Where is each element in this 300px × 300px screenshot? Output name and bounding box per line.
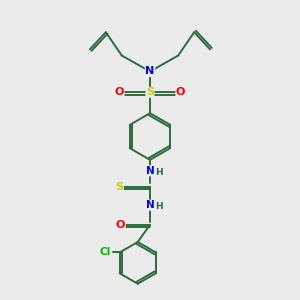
- Text: O: O: [115, 87, 124, 97]
- Text: Cl: Cl: [99, 248, 111, 257]
- Text: S: S: [146, 87, 154, 97]
- Text: O: O: [116, 220, 125, 230]
- Text: H: H: [155, 168, 162, 177]
- Text: N: N: [146, 67, 154, 76]
- Text: N: N: [146, 200, 154, 210]
- Text: O: O: [176, 87, 185, 97]
- Text: S: S: [115, 182, 123, 192]
- Text: N: N: [146, 166, 154, 176]
- Text: H: H: [155, 202, 162, 211]
